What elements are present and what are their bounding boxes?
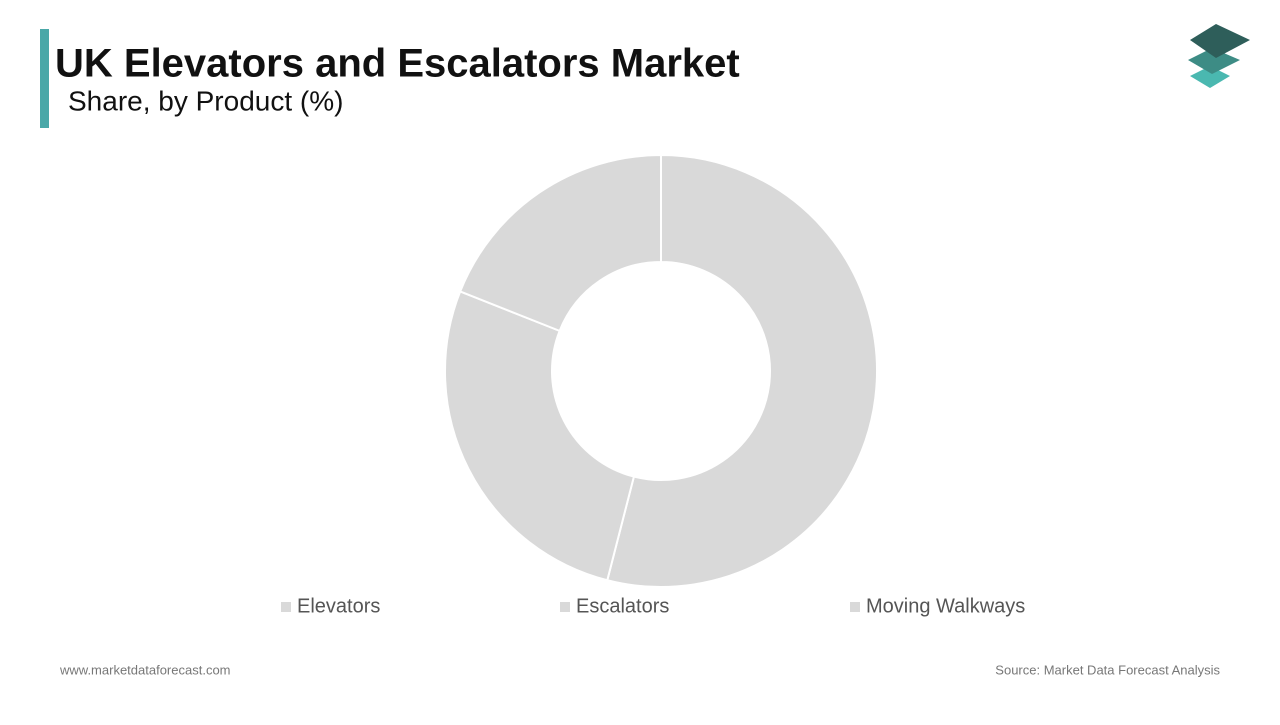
legend-swatch (560, 602, 570, 612)
chart-title: UK Elevators and Escalators Market (55, 42, 740, 86)
legend-swatch (281, 602, 291, 612)
website: www.marketdataforecast.com (59, 662, 231, 677)
legend-label: Moving Walkways (866, 595, 1025, 617)
donut-slice (444, 290, 636, 582)
legend-label: Escalators (576, 595, 669, 617)
chart-subtitle: Share, by Product (%) (68, 85, 343, 116)
legend-swatch (850, 602, 860, 612)
legend-label: Elevators (297, 595, 380, 617)
donut-slice (606, 153, 878, 588)
source: Source: Market Data Forecast Analysis (995, 662, 1220, 677)
title-bar (40, 29, 49, 128)
logo (1188, 24, 1250, 88)
donut-slice (458, 153, 662, 333)
